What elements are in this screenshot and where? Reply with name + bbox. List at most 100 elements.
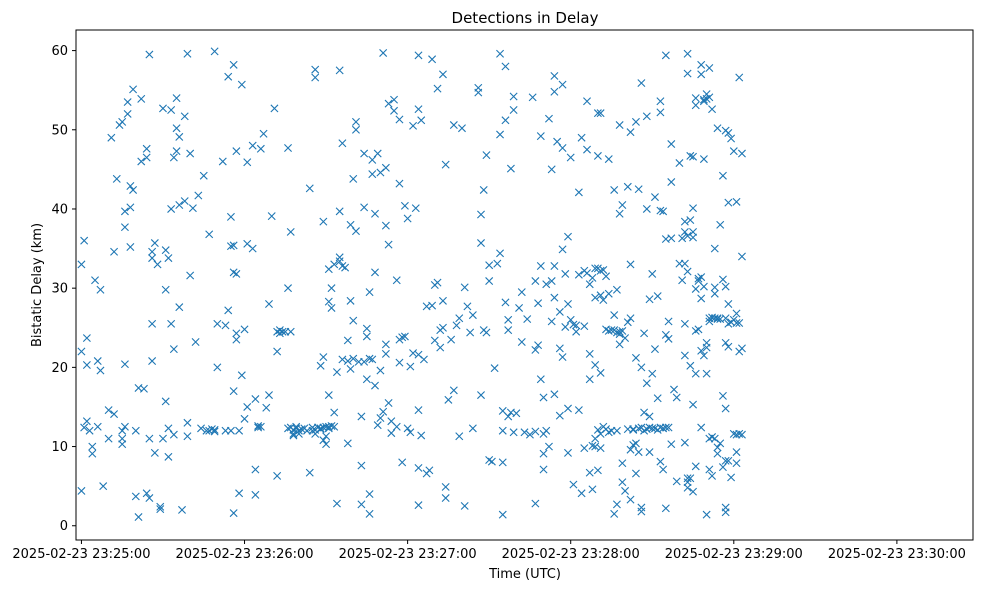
data-point	[716, 220, 725, 229]
data-point	[634, 424, 643, 433]
data-point	[406, 428, 415, 437]
data-point	[186, 149, 195, 158]
data-point	[273, 471, 282, 480]
data-point	[621, 334, 630, 343]
data-point	[161, 246, 170, 255]
data-point	[555, 344, 564, 353]
data-point	[716, 439, 725, 448]
data-point	[564, 232, 572, 241]
data-point	[175, 303, 184, 312]
data-point	[118, 426, 127, 435]
data-point	[235, 489, 244, 498]
data-point	[705, 93, 714, 102]
data-point	[618, 201, 627, 210]
data-point	[642, 204, 651, 213]
data-point	[593, 466, 602, 475]
data-point	[428, 301, 437, 310]
data-point	[550, 87, 559, 96]
y-tick-label: 0	[60, 519, 68, 534]
data-point	[680, 227, 689, 236]
data-point	[661, 504, 670, 513]
data-point	[702, 343, 711, 352]
data-point	[123, 109, 132, 118]
data-point	[618, 478, 627, 487]
data-point	[525, 430, 534, 439]
data-point	[735, 429, 744, 438]
y-tick-label: 60	[51, 44, 68, 59]
data-point	[588, 273, 597, 282]
data-point	[708, 471, 717, 480]
data-point	[120, 422, 129, 431]
data-point	[379, 407, 388, 416]
data-point	[689, 487, 698, 496]
data-point	[680, 259, 689, 268]
data-point	[229, 241, 238, 250]
data-point	[569, 320, 578, 329]
data-point	[558, 80, 567, 89]
data-point	[148, 247, 157, 256]
data-point	[727, 473, 736, 482]
data-point	[351, 117, 360, 126]
data-point	[351, 125, 360, 134]
data-point	[506, 164, 515, 173]
data-point	[580, 322, 589, 331]
data-point	[721, 404, 730, 413]
data-point	[158, 104, 167, 113]
data-point	[441, 494, 450, 503]
data-point	[104, 434, 113, 443]
data-point	[210, 425, 219, 434]
data-point	[591, 360, 600, 369]
data-point	[648, 424, 657, 433]
data-point	[623, 318, 632, 327]
x-tick-label: 2025-02-23 23:27:00	[339, 547, 477, 562]
data-point	[591, 293, 600, 302]
data-point	[110, 247, 119, 256]
data-point	[351, 227, 360, 236]
data-point	[631, 439, 640, 448]
data-point	[615, 327, 624, 336]
data-point	[501, 62, 510, 71]
data-point	[659, 465, 668, 474]
data-point	[137, 157, 146, 166]
data-point	[425, 466, 434, 475]
data-point	[447, 335, 456, 344]
data-point	[254, 423, 263, 432]
data-point	[126, 182, 135, 190]
data-point	[284, 144, 293, 152]
data-point	[724, 456, 733, 465]
data-point	[199, 171, 208, 180]
data-point	[634, 185, 643, 194]
data-point	[637, 79, 646, 88]
data-point	[362, 332, 371, 341]
data-point	[126, 203, 135, 212]
data-point	[637, 507, 646, 516]
data-point	[430, 336, 439, 345]
data-point	[612, 285, 621, 294]
data-point	[642, 379, 651, 388]
data-point	[256, 422, 265, 431]
data-point	[395, 115, 404, 124]
data-point	[332, 499, 341, 508]
data-point	[286, 227, 295, 236]
data-point	[653, 394, 662, 403]
data-point	[343, 336, 352, 345]
data-point	[373, 421, 382, 430]
data-point	[621, 486, 630, 495]
data-point	[460, 283, 469, 292]
data-point	[558, 353, 567, 362]
data-point	[468, 311, 477, 320]
data-point	[93, 357, 102, 366]
data-point	[672, 477, 681, 486]
data-point	[414, 105, 423, 114]
data-point	[585, 349, 594, 358]
data-point	[357, 500, 366, 509]
data-point	[322, 432, 331, 441]
data-point	[237, 371, 246, 380]
data-point	[667, 178, 676, 187]
data-point	[384, 99, 393, 108]
data-point	[531, 345, 540, 354]
data-point	[357, 461, 366, 470]
data-point	[515, 303, 524, 312]
data-point	[441, 160, 450, 169]
